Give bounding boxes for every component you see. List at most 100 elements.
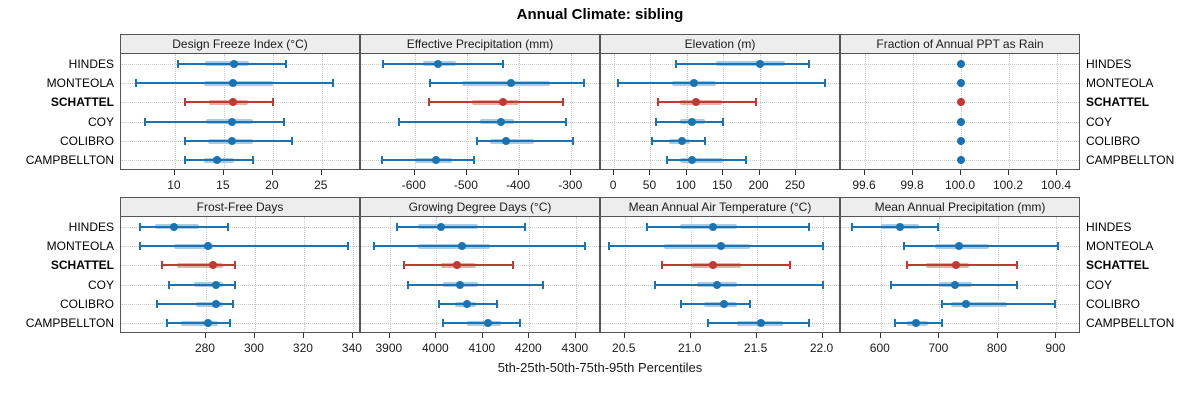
row-label-right-monteola: MONTEOLA bbox=[1086, 239, 1154, 253]
whisker-hindes bbox=[383, 62, 504, 65]
axis-tick bbox=[879, 333, 881, 338]
whisker-cap-low bbox=[890, 280, 893, 289]
panel-header-elevation-m: Elevation (m) bbox=[600, 34, 840, 54]
whisker-cap-high bbox=[291, 137, 294, 145]
whisker-cap-high bbox=[565, 117, 568, 126]
median-dot-schattel bbox=[951, 261, 960, 270]
axis-tick bbox=[794, 170, 796, 175]
median-dot-campbellton bbox=[911, 319, 920, 328]
axis-tick-label: 10 bbox=[167, 178, 181, 192]
whisker-cap-low bbox=[706, 319, 709, 328]
axis-tick bbox=[996, 333, 998, 338]
axis-tick bbox=[204, 333, 206, 338]
gridline-vertical bbox=[414, 54, 416, 169]
median-dot-schattel bbox=[957, 98, 965, 107]
axis-tick-label: 800 bbox=[986, 341, 1007, 355]
axis-tick bbox=[864, 170, 865, 175]
gridline-vertical bbox=[321, 54, 323, 169]
axis-tick bbox=[320, 170, 322, 175]
median-dot-coy bbox=[687, 117, 696, 126]
whisker-monteola bbox=[617, 82, 825, 84]
axis-tick-label: 50 bbox=[642, 178, 657, 192]
panel-mean-annual-precipitation-mm: Mean Annual Precipitation (mm) bbox=[840, 197, 1080, 333]
whisker-cap-high bbox=[472, 156, 475, 165]
gridline-horizontal bbox=[121, 304, 359, 305]
whisker-hindes bbox=[851, 225, 938, 228]
whisker-cap-high bbox=[512, 261, 515, 270]
gridline-vertical bbox=[795, 54, 797, 169]
median-dot-colibro bbox=[462, 300, 471, 308]
row-label-left-campbellton: CAMPBELLTON bbox=[25, 153, 114, 168]
median-dot-campbellton bbox=[483, 319, 492, 328]
median-dot-colibro bbox=[677, 137, 686, 145]
whisker-cap-low bbox=[850, 222, 853, 231]
panel-plot-area bbox=[840, 54, 1080, 170]
median-dot-hindes bbox=[755, 59, 764, 68]
axis-tick bbox=[388, 333, 390, 338]
whisker-campbellton bbox=[382, 159, 474, 162]
axis-tick-label: 4300 bbox=[561, 341, 589, 355]
gridline-vertical bbox=[254, 217, 256, 332]
median-dot-hindes bbox=[896, 222, 905, 231]
panel-header-growing-degree-days-c: Growing Degree Days (°C) bbox=[360, 197, 600, 217]
axis-tick bbox=[758, 170, 760, 175]
axis-tick-label: 700 bbox=[928, 341, 949, 355]
median-dot-schattel bbox=[453, 261, 462, 270]
axis-tick-label: 20.5 bbox=[612, 341, 636, 355]
gridline-vertical bbox=[686, 54, 688, 169]
whisker-schattel bbox=[907, 264, 1017, 267]
row-label-right-coy: COY bbox=[1086, 277, 1113, 292]
gridline-vertical bbox=[939, 217, 941, 332]
whisker-cap-low bbox=[183, 156, 186, 165]
whisker-cap-high bbox=[824, 79, 826, 87]
whisker-cap-low bbox=[654, 280, 657, 289]
median-dot-monteola bbox=[507, 79, 516, 87]
median-dot-colibro bbox=[719, 300, 728, 308]
gridline-horizontal bbox=[841, 323, 1079, 325]
whisker-cap-low bbox=[428, 98, 431, 107]
axis-tick-label: 320 bbox=[292, 341, 313, 355]
axis-tick-label: 21.0 bbox=[677, 341, 702, 355]
whisker-coy bbox=[655, 283, 823, 286]
panel-plot-area bbox=[120, 54, 360, 170]
gridline-vertical bbox=[223, 54, 225, 169]
panel-header-mean-annual-precipitation-mm: Mean Annual Precipitation (mm) bbox=[840, 197, 1080, 217]
whisker-cap-high bbox=[1015, 280, 1018, 289]
axis-tick-label: -500 bbox=[453, 178, 478, 192]
axis-tick bbox=[1055, 333, 1057, 338]
whisker-cap-low bbox=[650, 137, 653, 145]
axis-tick bbox=[689, 333, 691, 338]
gridline-vertical bbox=[756, 217, 758, 332]
gridline-vertical bbox=[1009, 54, 1010, 169]
whisker-cap-high bbox=[936, 222, 939, 231]
whisker-cap-low bbox=[656, 98, 659, 107]
gridline-vertical bbox=[466, 54, 468, 169]
median-dot-colibro bbox=[501, 137, 510, 145]
whisker-cap-high bbox=[745, 156, 748, 165]
whisker-cap-high bbox=[227, 222, 230, 231]
whisker-cap-high bbox=[252, 156, 255, 165]
axis-tick-label: 0 bbox=[609, 178, 617, 192]
axis-tick-label: 600 bbox=[869, 341, 890, 355]
axis-tick bbox=[222, 170, 224, 175]
axis-tick bbox=[1056, 170, 1057, 175]
row-label-right-colibro: COLIBRO bbox=[1086, 134, 1141, 148]
panel-elevation-m: Elevation (m) bbox=[600, 34, 840, 170]
whisker-cap-low bbox=[476, 137, 479, 145]
whisker-cap-low bbox=[144, 117, 147, 126]
median-dot-coy bbox=[951, 280, 960, 289]
gridline-vertical bbox=[389, 217, 391, 332]
whisker-cap-low bbox=[437, 300, 440, 308]
row-label-right-coy: COY bbox=[1086, 114, 1113, 129]
axis-tick bbox=[649, 170, 651, 175]
whisker-cap-high bbox=[583, 79, 586, 87]
axis-tick-label: 200 bbox=[748, 178, 769, 192]
gridline-vertical bbox=[174, 54, 176, 169]
whisker-cap-high bbox=[808, 59, 810, 68]
gridline-horizontal bbox=[121, 265, 359, 267]
whisker-cap-low bbox=[941, 300, 944, 308]
gridline-vertical bbox=[961, 54, 962, 169]
gridline-vertical bbox=[571, 54, 573, 169]
median-dot-monteola bbox=[690, 79, 699, 87]
